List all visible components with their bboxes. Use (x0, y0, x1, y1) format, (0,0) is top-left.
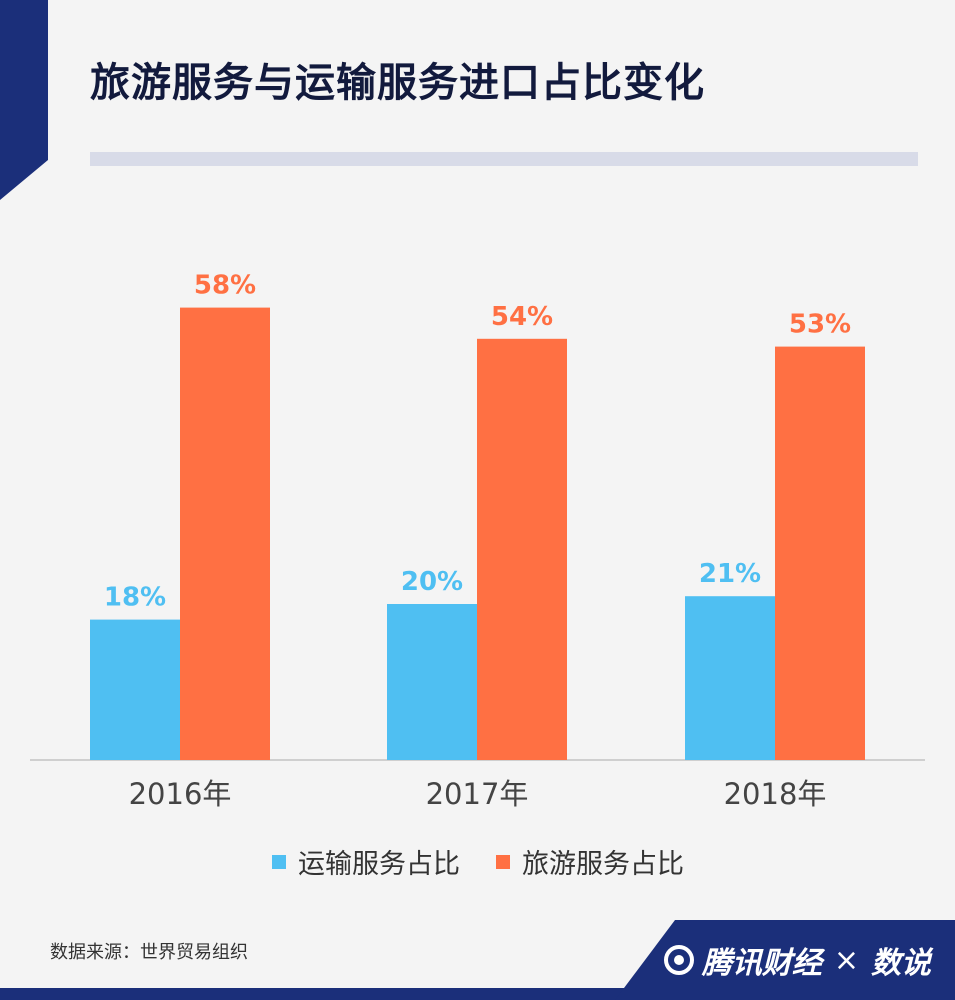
x-tick-label-0: 2016年 (129, 777, 232, 811)
data-label-transport-0: 18% (104, 583, 166, 613)
legend-swatch-tourism (496, 854, 510, 869)
data-source: 数据来源：世界贸易组织 (50, 942, 248, 963)
brand-left: 腾讯财经 (701, 946, 822, 981)
bar-chart: 18% 58% 2016年 20% 54% 2017年 21% 53% 2018年 (30, 271, 925, 811)
data-label-tourism-1: 54% (491, 302, 553, 332)
brand-times: × (833, 942, 859, 978)
data-label-tourism-2: 53% (789, 310, 851, 340)
bar-transport-2 (685, 596, 775, 760)
data-label-transport-1: 20% (401, 567, 463, 597)
brand-logo-icon (663, 945, 694, 975)
legend-swatch-transport (272, 854, 286, 869)
legend-label-transport: 运输服务占比 (298, 849, 460, 880)
bar-tourism-1 (477, 338, 567, 760)
bar-transport-1 (387, 604, 477, 760)
corner-decoration (0, 0, 48, 200)
x-tick-label-1: 2017年 (426, 777, 529, 811)
legend-item-tourism: 旅游服务占比 (496, 842, 684, 881)
data-label-tourism-0: 58% (194, 271, 256, 301)
brand-logo: 腾讯财经 × 数说 (663, 938, 931, 982)
brand-right: 数说 (871, 946, 931, 981)
bar-tourism-0 (180, 307, 270, 760)
page-title: 旅游服务与运输服务进口占比变化 (90, 60, 705, 106)
bar-transport-0 (90, 619, 180, 760)
title-underline (90, 152, 918, 166)
data-label-transport-2: 21% (699, 559, 761, 589)
bar-tourism-2 (775, 346, 865, 760)
x-tick-label-2: 2018年 (724, 777, 827, 811)
chart-legend: 运输服务占比 旅游服务占比 (272, 842, 720, 881)
legend-item-transport: 运输服务占比 (272, 842, 460, 881)
legend-label-tourism: 旅游服务占比 (522, 849, 684, 880)
brand-panel (615, 920, 955, 1000)
